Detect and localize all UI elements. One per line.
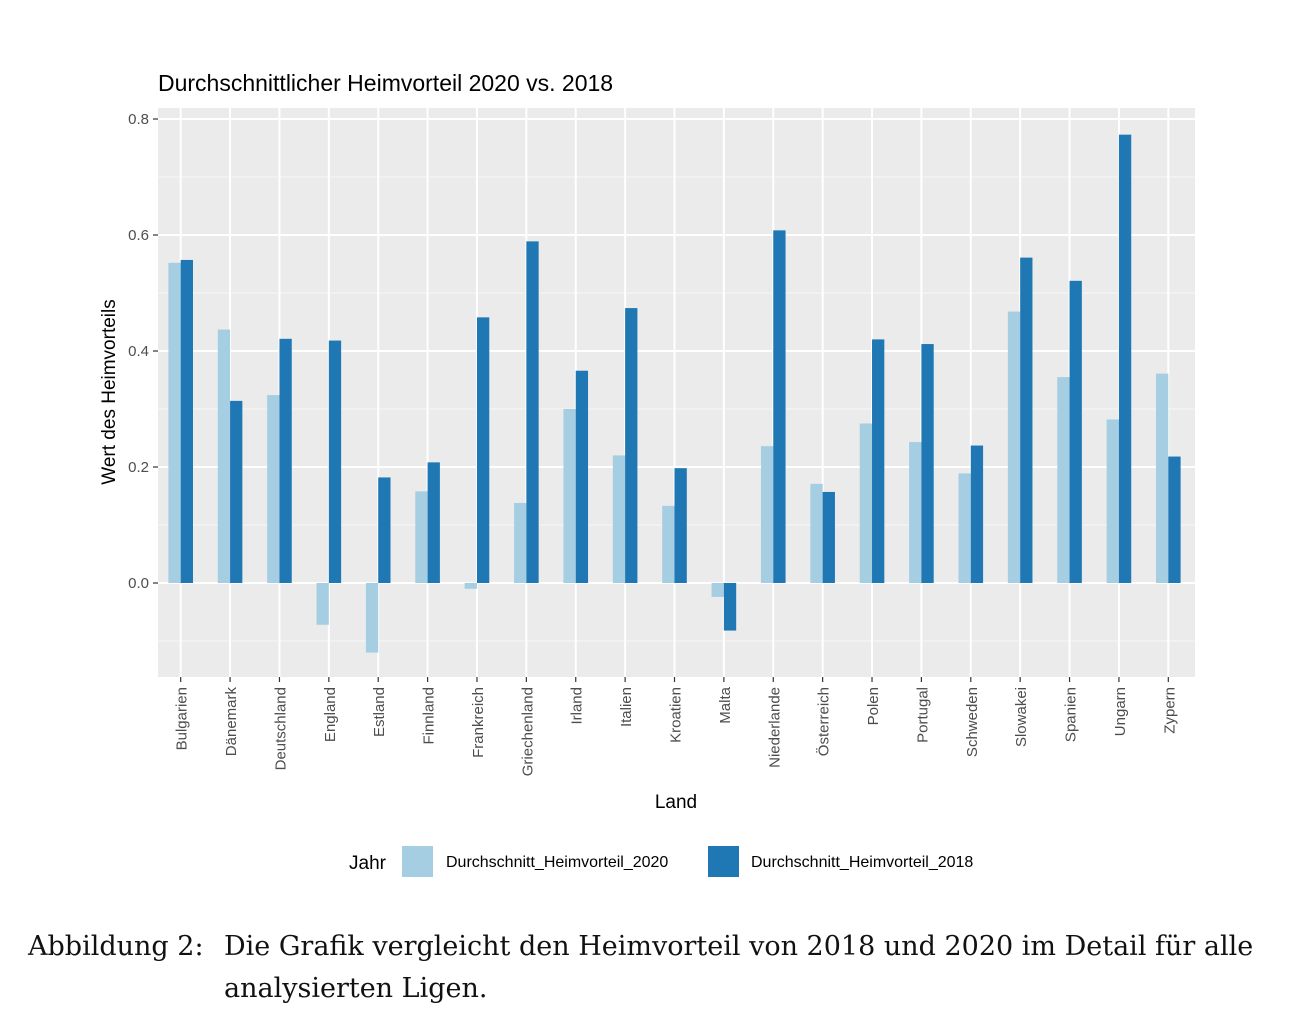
bar-2020-bulgarien [168,262,181,583]
x-tick-label: Schweden [964,687,981,757]
x-tick-label: Ungarn [1112,687,1129,736]
x-tick-label: Griechenland [519,687,536,776]
bar-2020-zypern [1156,373,1169,583]
bar-2020-schweden [958,473,971,583]
x-tick-label: Estland [371,687,388,737]
bar-2018-irland [575,370,589,583]
x-tick-label: England [322,687,339,742]
legend-label-2020: Durchschnitt_Heimvorteil_2020 [446,854,668,871]
bar-2018-polen [872,339,885,583]
x-tick-label: Italien [618,687,635,727]
bar-2020-griechenland [514,502,527,583]
bar-2020-österreich [810,483,823,583]
bar-2018-österreich [822,491,835,583]
bar-2018-estland [378,477,391,583]
bar-2020-polen [859,423,873,583]
legend-key-2018 [708,846,739,877]
y-axis-label: Wert des Heimvorteils [99,299,120,484]
x-tick-label: Dänemark [223,687,240,757]
y-tick-label: 0.4 [128,343,149,360]
bar-2020-niederlande [760,446,774,583]
x-axis-label: Land [655,792,697,813]
x-tick-label: Zypern [1161,687,1178,734]
legend-label-2018: Durchschnitt_Heimvorteil_2018 [751,854,973,871]
bar-2018-england [328,340,342,583]
x-tick-label: Bulgarien [174,687,191,750]
bar-2020-irland [563,409,576,583]
bar-2020-italien [612,455,626,583]
bar-2020-frankreich [464,583,477,589]
bar-2018-portugal [921,344,934,583]
bar-2018-deutschland [279,338,292,583]
x-tick-label: Frankreich [470,687,487,758]
x-axis: Bulgarien Dänemark Deutschland England Estla… [174,677,1178,776]
bar-2020-england [316,583,329,625]
bar-2020-finnland [415,491,428,583]
bar-2018-slowakei [1020,257,1033,583]
legend-title: Jahr [349,853,387,874]
x-tick-label: Finnland [421,687,438,745]
x-tick-label: Polen [865,687,882,725]
bars [168,134,1181,653]
bar-2020-kroatien [662,505,675,583]
x-tick-label: Spanien [1063,687,1080,742]
x-tick-label: Irland [569,687,586,725]
bar-2018-schweden [970,445,984,583]
bar-2018-bulgarien [180,259,193,583]
y-tick-label: 0.8 [128,111,149,128]
bar-2018-frankreich [476,317,490,583]
bar-2020-portugal [909,442,922,583]
figure-caption: Abbildung 2: Die Grafik vergleicht den H… [28,926,1278,1010]
x-tick-label: Slowakei [1013,687,1030,747]
bar-2018-dänemark [230,400,243,583]
caption-label: Abbildung 2: [28,931,204,962]
y-tick-label: 0.6 [128,227,149,244]
caption-text: Die Grafik vergleicht den Heimvorteil vo… [224,931,1254,1004]
y-tick-label: 0.2 [128,459,149,476]
legend-key-2020 [402,846,433,877]
bar-2018-zypern [1168,456,1181,583]
bar-2018-spanien [1069,280,1082,583]
bar-2020-slowakei [1007,311,1021,583]
plot-panel [158,108,1195,677]
bar-2020-deutschland [267,395,280,583]
bar-2018-griechenland [526,241,539,583]
y-tick-label: 0.0 [128,575,149,592]
x-tick-label: Niederlande [766,687,783,768]
x-tick-label: Portugal [914,687,931,743]
bar-2018-ungarn [1118,134,1132,583]
bar-2018-niederlande [773,230,786,584]
bar-2020-malta [711,583,724,597]
bar-2020-spanien [1057,377,1070,583]
bar-2018-finnland [427,462,440,583]
bar-2018-malta [723,583,737,631]
bar-2020-ungarn [1106,419,1119,583]
x-tick-label: Malta [717,686,734,723]
bar-2018-kroatien [674,468,687,583]
bar-chart: Durchschnittlicher Heimvorteil 2020 vs. … [99,70,1195,877]
bar-2020-estland [365,583,379,653]
legend: Jahr Durchschnitt_Heimvorteil_2020 Durch… [349,846,973,877]
chart-title: Durchschnittlicher Heimvorteil 2020 vs. … [158,70,613,96]
bar-2020-dänemark [217,329,231,583]
x-tick-label: Deutschland [272,687,289,770]
x-tick-label: Kroatien [668,687,685,743]
y-axis: 0.0 0.2 0.4 0.6 0.8 [128,111,158,592]
x-tick-label: Österreich [815,687,833,756]
bar-2018-italien [625,308,638,583]
